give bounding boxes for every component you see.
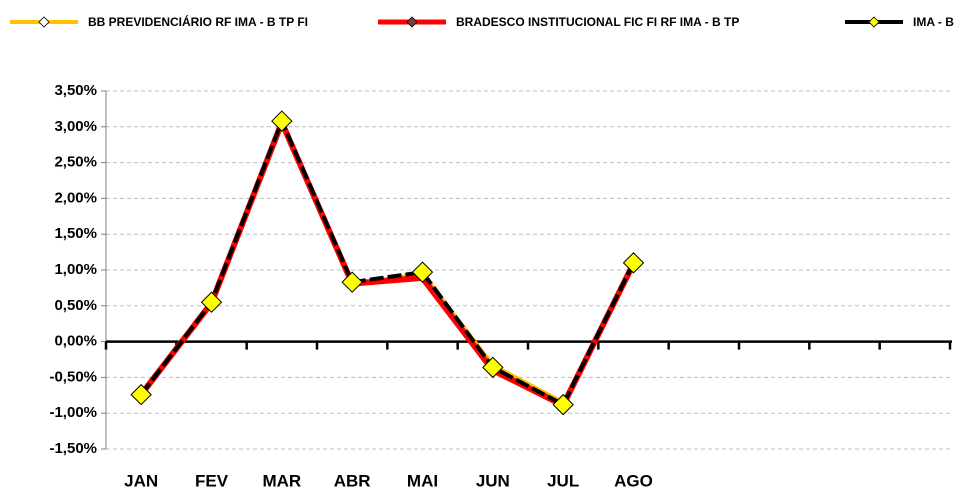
x-tick-label: JUN	[476, 471, 510, 490]
legend-marker	[868, 16, 880, 28]
legend-marker	[38, 16, 50, 28]
marker	[482, 356, 504, 379]
x-tick-label: AGO	[614, 471, 653, 490]
marker	[341, 271, 363, 293]
x-tick-label: JUL	[547, 471, 579, 490]
marker	[200, 291, 223, 313]
marker	[552, 393, 574, 416]
series-line	[138, 119, 637, 409]
y-tick-label: 2,50%	[54, 154, 97, 171]
x-tick-label: MAR	[262, 471, 301, 490]
series-line	[139, 121, 636, 405]
marker	[622, 252, 645, 274]
y-tick-label: 0,00%	[54, 333, 97, 350]
y-tick-label: -1,00%	[49, 404, 97, 421]
legend-label: IMA - B	[913, 15, 954, 29]
y-tick-label: -0,50%	[49, 368, 97, 385]
marker	[130, 383, 152, 406]
marker	[411, 261, 434, 283]
y-tick-label: 3,50%	[54, 82, 97, 99]
y-tick-label: 0,50%	[54, 297, 97, 314]
y-tick-label: 2,00%	[54, 189, 97, 206]
y-tick-label: 1,50%	[54, 225, 97, 242]
x-tick-label: JAN	[124, 471, 158, 490]
series-line	[139, 119, 636, 407]
x-tick-label: MAI	[407, 471, 438, 490]
marker	[271, 110, 293, 132]
legend-label: BRADESCO INSTITUCIONAL FIC FI RF IMA - B…	[456, 15, 739, 29]
legend-marker	[406, 16, 418, 28]
y-tick-label: 3,00%	[54, 118, 97, 135]
y-tick-label: -1,50%	[49, 440, 97, 457]
y-tick-label: 1,00%	[54, 261, 97, 278]
x-tick-label: ABR	[334, 471, 371, 490]
x-tick-label: FEV	[195, 471, 229, 490]
legend-label: BB PREVIDENCIÁRIO RF IMA - B TP FI	[88, 14, 308, 29]
